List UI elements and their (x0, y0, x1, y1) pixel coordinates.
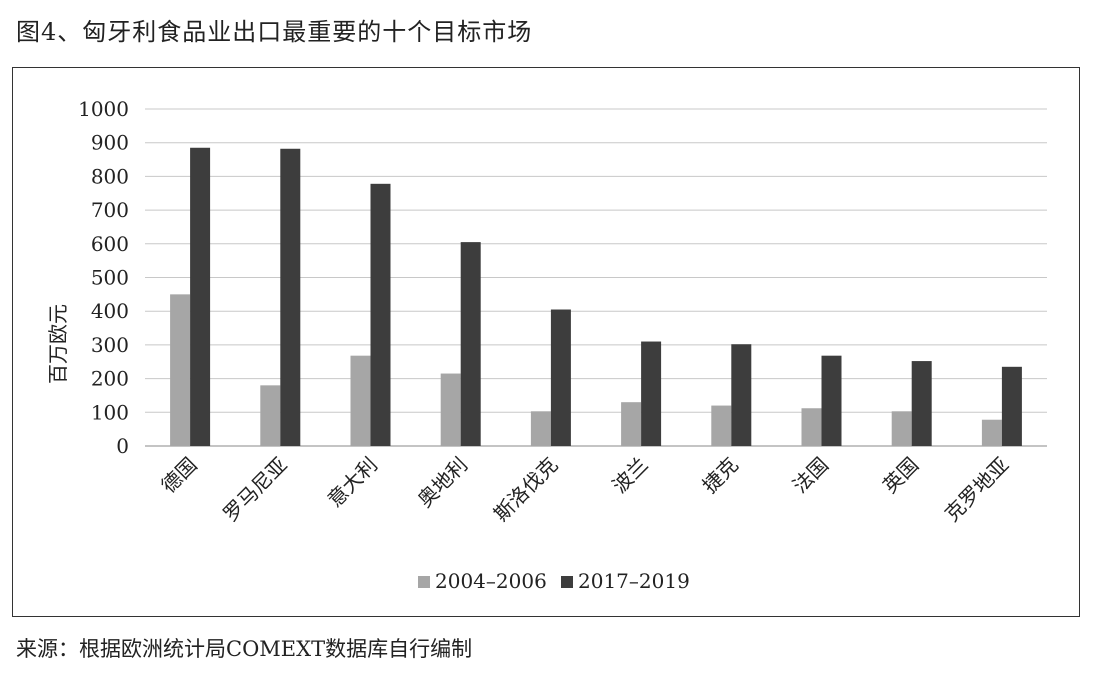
bar (891, 411, 912, 446)
y-axis-ticks: 0 100 200 300 400 500 600 700 800 900 1000 (78, 97, 129, 458)
x-axis-ticks: 德国 罗马尼亚 意大利 奥地利 斯洛伐克 波兰 捷克 法国 英国 克罗地亚 (156, 453, 1013, 527)
x-tick-label: 德国 (156, 453, 201, 498)
bar (801, 408, 822, 446)
bar (911, 361, 932, 446)
x-tick-label: 奥地利 (413, 453, 472, 512)
bars (170, 147, 1022, 446)
bar (981, 419, 1002, 446)
bar (350, 355, 371, 446)
bar (260, 385, 281, 446)
x-tick-label: 英国 (878, 453, 923, 498)
bar (370, 183, 391, 446)
x-tick-label: 捷克 (698, 453, 743, 498)
bar (530, 411, 551, 446)
legend: 2004–2006 2017–2019 (418, 569, 690, 593)
bar (440, 373, 461, 446)
bar (711, 405, 732, 446)
bar (170, 294, 191, 446)
bar (821, 355, 842, 446)
bar (641, 341, 662, 446)
bar-chart: 0 100 200 300 400 500 600 700 800 900 1000 德国 罗马尼亚意… (46, 97, 1047, 593)
y-tick-label: 0 (116, 434, 129, 458)
legend-swatch (561, 576, 573, 588)
y-tick-label: 400 (91, 299, 129, 323)
y-tick-label: 800 (91, 164, 129, 188)
x-tick-label: 意大利 (323, 453, 382, 512)
chart-title: 图4、匈牙利食品业出口最重要的十个目标市场 (16, 18, 533, 46)
legend-swatch (418, 576, 430, 588)
y-tick-label: 900 (91, 131, 129, 155)
chart-frame: 0 100 200 300 400 500 600 700 800 900 1000 德国 罗马尼亚意… (12, 67, 1080, 617)
x-tick-label: 法国 (788, 453, 833, 498)
source-note: 来源：根据欧洲统计局COMEXT数据库自行编制 (16, 637, 473, 661)
bar (280, 148, 301, 446)
bar (731, 344, 752, 446)
bar (190, 147, 211, 446)
y-tick-label: 200 (91, 367, 129, 391)
y-tick-label: 1000 (78, 97, 129, 121)
bar (1001, 366, 1022, 446)
legend-label: 2017–2019 (578, 569, 690, 593)
y-tick-label: 500 (91, 266, 129, 290)
legend-label: 2004–2006 (435, 569, 547, 593)
y-tick-label: 300 (91, 333, 129, 357)
x-tick-label: 罗马尼亚 (218, 453, 292, 527)
y-tick-label: 600 (91, 232, 129, 256)
bar (550, 309, 571, 446)
bar (460, 242, 481, 446)
x-tick-label: 波兰 (607, 453, 652, 498)
y-tick-label: 700 (91, 198, 129, 222)
y-tick-label: 100 (91, 400, 129, 424)
x-tick-label: 斯洛伐克 (489, 453, 563, 527)
x-tick-label: 克罗地亚 (940, 453, 1014, 527)
bar (621, 402, 642, 446)
y-axis-label: 百万欧元 (46, 304, 70, 384)
